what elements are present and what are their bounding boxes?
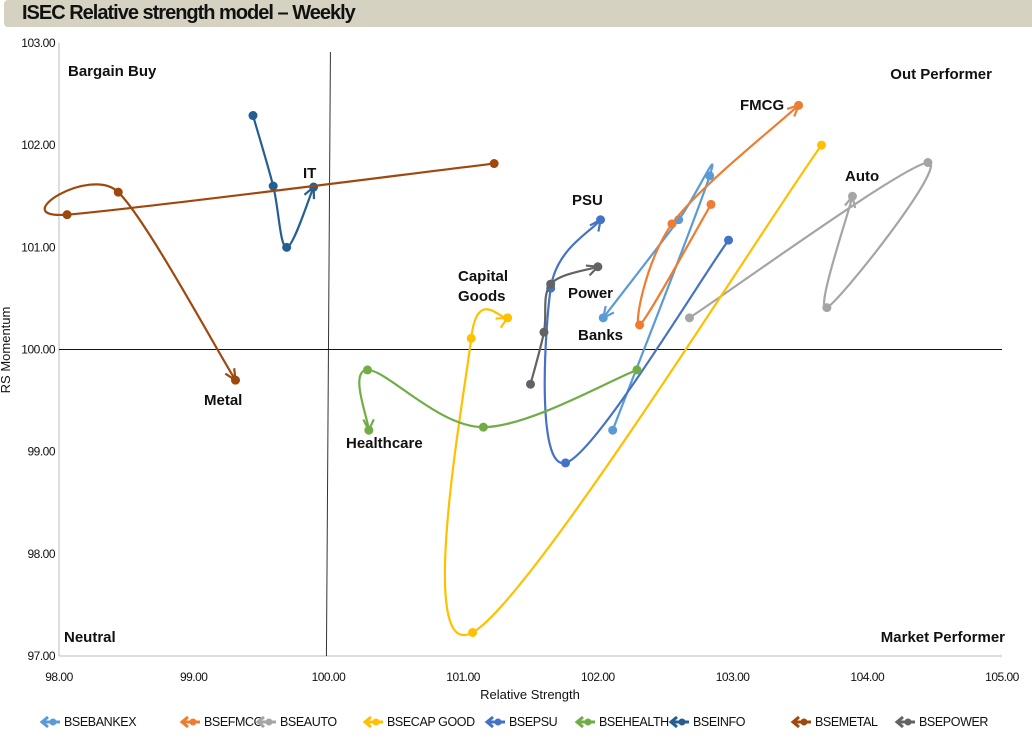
y-tick-label: 100.00: [21, 343, 56, 357]
data-point-bsemetal: [62, 210, 72, 220]
data-point-bsehealth: [632, 365, 642, 375]
y-tick-label: 97.00: [27, 649, 55, 663]
data-point-bseauto: [822, 303, 832, 313]
data-point-bseauto: [684, 313, 694, 323]
quadrant-label-market-performer: Market Performer: [881, 629, 1005, 646]
data-point-bseinfo: [248, 111, 258, 121]
data-point-bsepsu: [561, 458, 571, 468]
x-axis-title: Relative Strength: [480, 687, 580, 702]
data-point-bsepower: [539, 327, 549, 337]
quadrant-label-bargain-buy: Bargain Buy: [68, 63, 157, 80]
y-axis-title: RS Momentum: [0, 307, 13, 394]
x-tick-label: 105.00: [985, 670, 1020, 684]
legend-entry-bsepsu: BSEPSU: [509, 715, 558, 729]
data-point-bsefmcg: [706, 199, 716, 209]
series-label-bseauto: Auto: [845, 168, 879, 185]
data-point-bsecap-good: [468, 628, 478, 638]
x-tick-label: 98.00: [45, 670, 73, 684]
arrow-head-bsebankex: [601, 305, 615, 320]
arrow-head-bsefmcg: [786, 103, 801, 117]
series-line-bsepower: [529, 265, 599, 385]
series-label-bsepsu: PSU: [572, 192, 603, 209]
series-label-bsemetal: Metal: [204, 392, 242, 409]
data-point-bsefmcg: [667, 219, 677, 229]
legend-dot-bsecap-good: [372, 718, 380, 726]
data-point-bsepower: [546, 279, 556, 289]
y-tick-label: 99.00: [27, 445, 55, 459]
legend-dot-bseauto: [265, 718, 273, 726]
arrow-head-bsehealth: [362, 418, 375, 433]
data-point-bsecap-good: [816, 140, 826, 150]
data-point-bsepower: [526, 379, 535, 389]
data-point-bsefmcg: [635, 320, 645, 330]
legend-dot-bsehealth: [584, 718, 592, 726]
arrow-head-bsepower: [585, 264, 601, 277]
series-line-bsebankex: [602, 163, 714, 431]
y-tick-label: 103.00: [21, 36, 56, 50]
x-tick-label: 100.00: [312, 670, 347, 684]
y-tick-label: 98.00: [27, 547, 55, 561]
legend-entry-bseinfo: BSEINFO: [693, 715, 746, 729]
series-label-bsefmcg: FMCG: [740, 97, 784, 114]
y-tick-label: 101.00: [21, 240, 56, 254]
legend-dot-bsepower: [904, 718, 912, 726]
series-label-bsepower: Power: [568, 285, 613, 302]
legend-entry-bsebankex: BSEBANKEX: [64, 715, 137, 729]
reference-line-vertical: [325, 51, 331, 657]
series-line-bsepsu: [543, 219, 730, 465]
data-point-bsehealth: [478, 422, 488, 432]
arrow-head-bsemetal: [224, 368, 237, 383]
series-line-bsehealth: [358, 368, 638, 431]
series-label-bseinfo: IT: [303, 165, 316, 182]
legend-entry-bsecap-good: BSECAP GOOD: [387, 715, 475, 729]
legend-entry-bsemetal: BSEMETAL: [815, 715, 878, 729]
quadrant-label-out-performer: Out Performer: [890, 66, 992, 83]
series-line-bseinfo: [251, 115, 315, 249]
legend-entry-bsepower: BSEPOWER: [919, 715, 988, 729]
series-line-bsefmcg: [636, 104, 800, 327]
series-line-bseauto: [688, 161, 932, 319]
x-tick-label: 103.00: [716, 670, 751, 684]
data-point-bsehealth: [362, 365, 372, 375]
quadrant-label-neutral: Neutral: [64, 629, 116, 646]
x-tick-label: 101.00: [446, 670, 481, 684]
series-line-bsecap-good: [443, 144, 823, 637]
x-tick-label: 99.00: [180, 670, 208, 684]
legend-dot-bsefmcg: [189, 718, 197, 726]
legend-dot-bsebankex: [49, 718, 57, 726]
arrow-head-bsepsu: [589, 217, 603, 232]
title-bar: ISEC Relative strength model – Weekly: [4, 0, 1032, 27]
x-tick-label: 102.00: [581, 670, 616, 684]
legend-entry-bsefmcg: BSEFMCG: [204, 715, 263, 729]
data-point-bsebankex: [705, 171, 715, 181]
legend-dot-bsepsu: [494, 718, 502, 726]
series-label-bsebankex: Banks: [578, 327, 623, 344]
y-tick-label: 102.00: [21, 138, 56, 152]
x-tick-label: 104.00: [850, 670, 885, 684]
series-line-bsemetal: [43, 162, 495, 381]
data-point-bseinfo: [268, 181, 278, 191]
legend-dot-bsemetal: [800, 718, 808, 726]
data-point-bsemetal: [113, 187, 123, 197]
data-point-bsecap-good: [466, 333, 476, 343]
legend-dot-bseinfo: [678, 718, 686, 726]
data-point-bsepsu: [724, 235, 734, 245]
data-point-bseauto: [923, 158, 933, 168]
arrow-head-bseauto: [844, 193, 857, 209]
data-point-bseinfo: [282, 242, 292, 252]
legend-entry-bsehealth: BSEHEALTH: [599, 715, 669, 729]
chart-title: ISEC Relative strength model – Weekly: [22, 2, 356, 24]
series-label-bsecap-good: Capital Goods: [458, 268, 508, 305]
legend-entry-bseauto: BSEAUTO: [280, 715, 337, 729]
arrow-head-bsecap-good: [495, 316, 510, 329]
data-point-bsemetal: [489, 159, 499, 169]
data-point-bsebankex: [608, 425, 618, 435]
series-label-bsehealth: Healthcare: [346, 435, 423, 452]
